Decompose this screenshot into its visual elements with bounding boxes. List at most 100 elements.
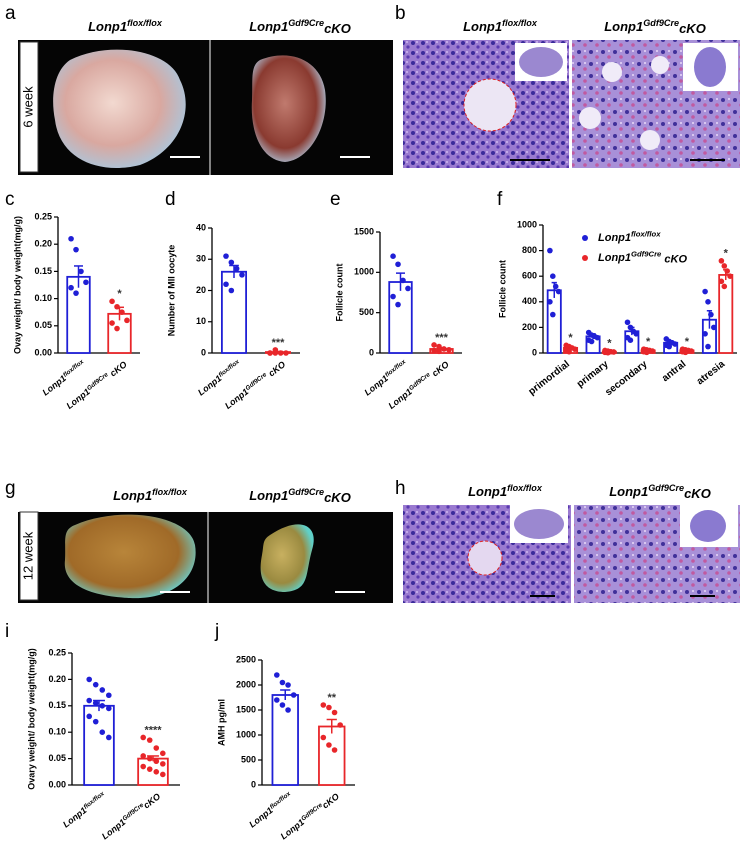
data-point: [702, 331, 708, 337]
data-point: [721, 283, 728, 290]
data-point: [272, 347, 279, 353]
data-point: [223, 281, 229, 288]
label-main: Lonp1: [88, 19, 127, 34]
ovary: [251, 55, 326, 162]
data-point: [277, 350, 284, 356]
x-tick-label: primordial: [527, 359, 572, 398]
data-point: [153, 769, 160, 775]
label-sup: flox/flox: [268, 790, 292, 811]
y-tick-label: 0: [251, 779, 256, 789]
data-point: [78, 268, 84, 275]
label-tail: cKO: [661, 253, 687, 265]
y-tick-label: 1000: [236, 729, 256, 739]
ovary: [53, 49, 186, 168]
data-point: [727, 273, 733, 280]
data-point: [672, 341, 678, 347]
data-point: [605, 349, 611, 356]
data-point: [724, 268, 730, 274]
y-tick-label: 0: [201, 347, 206, 357]
y-tick-label: 200: [522, 322, 537, 332]
data-point: [146, 766, 153, 772]
y-axis-label: Ovary weight/ body weight(mg/g): [26, 648, 36, 790]
oocyte-outline: [463, 78, 517, 132]
ovary: [260, 524, 314, 592]
y-tick-label: 400: [522, 296, 537, 306]
label-main: Lonp1: [249, 19, 288, 34]
data-point: [331, 709, 338, 716]
panel-letter: h: [395, 478, 406, 499]
y-tick-label: 1500: [236, 704, 256, 714]
data-point: [718, 258, 725, 264]
follicle: [651, 56, 669, 74]
data-point: [73, 290, 79, 296]
x-tick-label: Lonp1flox/flox: [247, 790, 294, 830]
y-tick-label: 0.25: [48, 647, 66, 657]
oocyte-outline: [467, 540, 503, 576]
data-point: [106, 705, 112, 712]
x-tick-label: secondary: [603, 359, 650, 399]
label-tail: cKO: [324, 490, 351, 505]
data-point: [624, 319, 631, 326]
data-point: [436, 348, 442, 355]
image-title: Lonp1flox/flox: [463, 18, 538, 34]
side-box: [19, 41, 39, 173]
panel-letter: a: [5, 3, 16, 24]
data-point: [114, 303, 120, 310]
label-main: Lonp1: [249, 488, 288, 503]
data-point: [390, 293, 396, 300]
data-point: [160, 750, 166, 757]
data-point: [114, 325, 120, 332]
panel-letter: e: [330, 189, 341, 210]
significance: *: [646, 336, 651, 348]
data-point: [124, 317, 130, 324]
data-point: [555, 288, 562, 295]
data-point: [283, 350, 289, 356]
data-point: [146, 737, 153, 743]
data-point: [550, 273, 556, 280]
follicle: [602, 62, 622, 82]
label-sup: flox/flox: [82, 790, 106, 811]
label-sup: flox/flox: [631, 230, 661, 239]
mean-bar: [388, 281, 413, 354]
significance: **: [327, 692, 336, 704]
panel-letter: i: [5, 621, 9, 642]
data-point: [705, 343, 711, 350]
panel-letter: b: [395, 3, 406, 24]
label-tail: cKO: [428, 360, 451, 381]
label-sup: flox/flox: [62, 358, 86, 379]
inset-ovary: [514, 509, 564, 539]
x-tick-label: antral: [660, 359, 688, 385]
panel-letter: g: [5, 478, 16, 499]
label-sup: Gdf9Cre: [631, 250, 662, 259]
label-tail: cKO: [324, 21, 351, 36]
data-point: [431, 347, 437, 354]
data-point: [160, 771, 166, 778]
label-main: Lonp1: [113, 488, 152, 503]
data-point: [610, 349, 617, 355]
data-point: [702, 288, 708, 295]
data-point: [395, 301, 401, 308]
data-point: [400, 277, 406, 284]
x-tick-label: Lonp1Gdf9CrecKO: [100, 790, 163, 843]
image-title: Lonp1Gdf9CrecKO: [604, 18, 706, 36]
data-point: [140, 734, 146, 741]
y-tick-label: 0.00: [48, 779, 66, 789]
label-main: Lonp1: [598, 252, 631, 264]
y-tick-label: 0.20: [34, 239, 52, 249]
x-tick-label: atresia: [695, 359, 728, 388]
data-point: [682, 349, 689, 356]
data-point: [109, 298, 115, 305]
side-box: [19, 511, 39, 601]
x-tick-label: primary: [575, 359, 611, 391]
data-point: [588, 338, 595, 345]
data-point: [649, 348, 656, 354]
data-point: [140, 763, 146, 770]
data-point: [86, 697, 92, 704]
data-point: [160, 761, 166, 767]
data-point: [547, 247, 553, 254]
data-point: [441, 346, 447, 352]
legend-marker: [582, 235, 588, 241]
y-tick-label: 500: [359, 307, 374, 317]
